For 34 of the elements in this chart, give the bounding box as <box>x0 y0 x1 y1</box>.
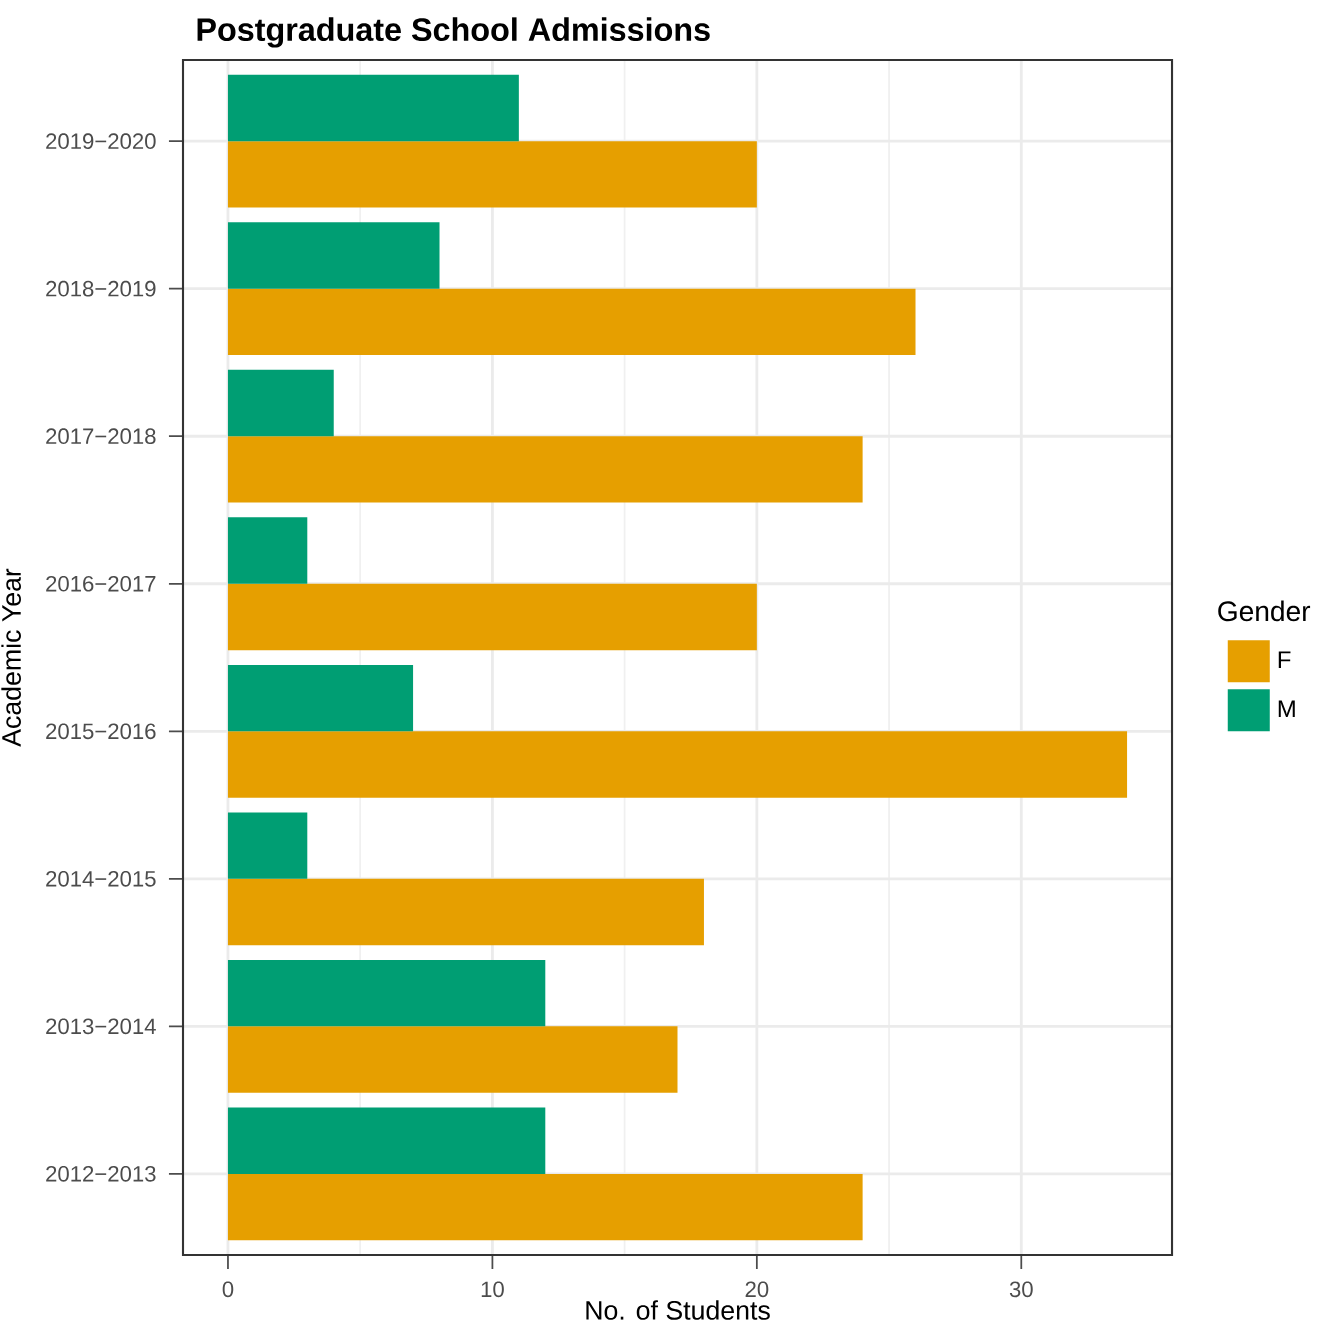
bar <box>227 1107 546 1174</box>
bar <box>227 731 1128 798</box>
x-axis-title: No. of Students <box>586 1300 770 1320</box>
x-tick-label: 0 <box>222 1281 234 1298</box>
bar <box>227 141 757 208</box>
y-tick-label: 2015−2016 <box>46 723 156 740</box>
x-tick-label: 20 <box>745 1281 769 1298</box>
legend-label: F <box>1278 651 1291 668</box>
bar <box>227 222 440 289</box>
legend-title: Gender <box>1218 600 1311 622</box>
bar <box>227 517 308 584</box>
bar <box>227 74 519 142</box>
bar <box>227 1173 863 1241</box>
bar <box>227 878 704 946</box>
x-tick-label: 10 <box>481 1281 504 1298</box>
legend-label: M <box>1278 700 1295 717</box>
y-tick-label: 2018−2019 <box>46 280 156 297</box>
y-tick-label: 2012−2013 <box>46 1166 156 1182</box>
bar <box>227 664 414 732</box>
bar <box>227 288 916 356</box>
y-tick-label: 2013−2014 <box>46 1018 156 1035</box>
bar <box>227 812 308 879</box>
bar <box>227 1026 678 1093</box>
y-tick-label: 2017−2018 <box>46 428 156 445</box>
bar <box>227 583 757 651</box>
y-tick-label: 2019−2020 <box>46 133 156 150</box>
x-tick-label: 30 <box>1009 1281 1033 1298</box>
bar <box>227 959 546 1027</box>
y-tick-label: 2016−2017 <box>46 575 156 592</box>
bar <box>227 369 334 437</box>
bar <box>227 436 863 503</box>
chart-title: Postgraduate School Admissions <box>197 17 710 48</box>
y-tick-label: 2014−2015 <box>46 870 156 887</box>
y-axis-title: Academic Year <box>1 568 21 747</box>
